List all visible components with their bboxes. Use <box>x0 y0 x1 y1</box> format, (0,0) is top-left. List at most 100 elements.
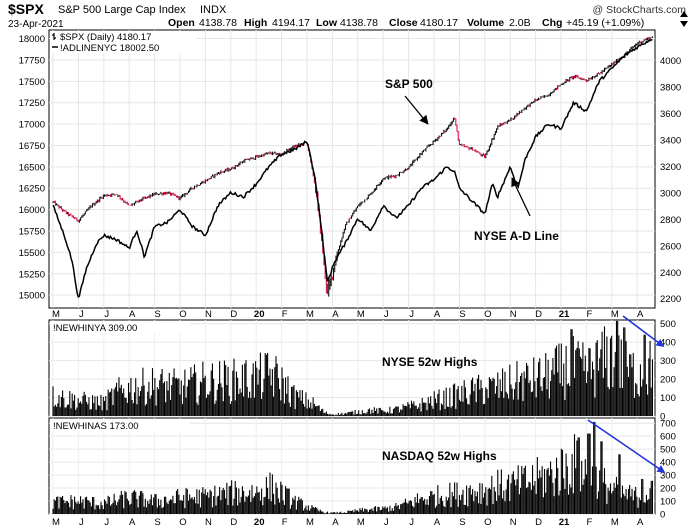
watermark: @ StockCharts.com <box>592 4 686 16</box>
spx-tick-label: 2400 <box>660 268 681 279</box>
annotations: S&P 500 NYSE A-D Line <box>385 77 666 473</box>
adline-tick-label: 17750 <box>19 55 45 66</box>
month-tick-label: M <box>52 517 60 528</box>
month-tick-label: F <box>282 309 288 320</box>
month-tick-label: A <box>434 517 441 528</box>
spx-tick-label: 3800 <box>660 82 681 93</box>
scroll-down-icon[interactable] <box>680 21 688 27</box>
quote-date: 23-Apr-2021 <box>8 19 64 30</box>
month-tick-label: D <box>230 517 237 528</box>
price-legend: $SPX (Daily) 4180.17 !ADLINENYC 18002.50 <box>50 31 196 54</box>
adline-legend-label: !ADLINENYC 18002.50 <box>60 43 159 54</box>
nasdaq-panel-title: NASDAQ 52w Highs <box>382 449 497 463</box>
adline-series <box>52 39 653 298</box>
month-tick-label: J <box>384 309 389 320</box>
month-tick-label: F <box>586 517 592 528</box>
month-tick-label: J <box>104 517 109 528</box>
month-tick-label: M <box>52 309 60 320</box>
nyse-tick-label: 500 <box>660 319 676 330</box>
nasdaq-axis: 700 600 500 400 300 200 100 0 <box>660 419 676 521</box>
adline-path <box>52 39 653 298</box>
nasdaq-tick-label: 400 <box>660 458 676 469</box>
close-label: Close <box>389 17 418 29</box>
spx-tick-label: 3400 <box>660 135 681 146</box>
month-tick-label: 20 <box>254 517 265 528</box>
adline-tick-label: 15750 <box>19 227 45 238</box>
month-tick-label: J <box>384 517 389 528</box>
nasdaq-tick-label: 600 <box>660 432 676 443</box>
nyse-tick-label: 200 <box>660 375 676 386</box>
month-tick-label: S <box>459 309 465 320</box>
adline-tick-label: 16750 <box>19 141 45 152</box>
month-tick-label: M <box>306 517 314 528</box>
adline-tick-label: 17500 <box>19 77 45 88</box>
month-tick-label: J <box>79 517 84 528</box>
symbol-title: $SPX <box>8 1 44 17</box>
volume-value: 2.0B <box>509 17 531 29</box>
high-value: 4194.17 <box>272 17 310 29</box>
month-tick-label: A <box>637 309 644 320</box>
index-name: S&P 500 Large Cap Index <box>58 4 186 16</box>
volume-label: Volume <box>467 17 504 29</box>
chg-value: +45.19 (+1.09%) <box>566 17 644 29</box>
spx-tick-label: 2800 <box>660 215 681 226</box>
adline-tick-label: 16250 <box>19 184 45 195</box>
month-tick-label: A <box>434 309 441 320</box>
high-label: High <box>244 17 267 29</box>
month-tick-label: M <box>357 309 365 320</box>
spx-tick-label: 2200 <box>660 294 681 305</box>
spx-tick-label: 2600 <box>660 241 681 252</box>
month-tick-label: N <box>205 309 212 320</box>
nasdaq-tick-label: 200 <box>660 484 676 495</box>
price-panel <box>48 29 656 309</box>
month-tick-label: O <box>179 309 186 320</box>
month-tick-label: D <box>535 517 542 528</box>
adline-axis: 18000 17750 17500 17250 17000 16750 16500 16250… <box>19 34 45 302</box>
month-tick-label: D <box>535 309 542 320</box>
spx-tick-label: 4000 <box>660 56 681 67</box>
nasdaq-tick-label: 700 <box>660 419 676 430</box>
nyse-panel-title: NYSE 52w Highs <box>382 355 478 369</box>
close-value: 4180.17 <box>420 17 458 29</box>
chg-label: Chg <box>542 17 562 29</box>
bottom-month-axis: M J J A S O N D 20 F M A M J J A S O N D 21 F M A <box>52 517 644 528</box>
adline-annotation-arrow <box>511 177 531 217</box>
spx-tick-label: 3000 <box>660 188 681 199</box>
month-tick-label: J <box>79 309 84 320</box>
month-tick-label: J <box>409 309 414 320</box>
nasdaq-tick-label: 100 <box>660 497 676 508</box>
nasdaq-legend: !NEWHINAS 173.00 <box>50 419 190 432</box>
month-tick-label: 21 <box>559 309 570 320</box>
month-tick-label: F <box>586 309 592 320</box>
month-tick-label: A <box>332 517 339 528</box>
nyse-axis: 500 400 300 200 100 0 <box>660 319 676 422</box>
nasdaq-tick-label: 0 <box>660 510 665 521</box>
low-value: 4138.78 <box>340 17 378 29</box>
month-tick-label: 20 <box>254 309 265 320</box>
open-label: Open <box>168 17 195 29</box>
adline-tick-label: 15500 <box>19 248 45 259</box>
nasdaq-tick-label: 300 <box>660 471 676 482</box>
scroll-arrows[interactable] <box>680 11 688 27</box>
exchange-label: INDX <box>200 4 227 16</box>
month-tick-label: A <box>332 309 339 320</box>
price-month-axis: M J J A S O N D 20 F M A M J J A S O N D 21 F M A <box>52 309 644 320</box>
spx-annotation-arrow <box>404 95 429 125</box>
scroll-up-icon[interactable] <box>680 11 688 17</box>
month-tick-label: S <box>459 517 465 528</box>
nyse-tick-label: 300 <box>660 356 676 367</box>
month-tick-label: A <box>129 309 136 320</box>
month-tick-label: J <box>409 517 414 528</box>
nasdaq-trend-arrow <box>587 419 666 473</box>
open-value: 4138.78 <box>199 17 237 29</box>
adline-tick-label: 15250 <box>19 269 45 280</box>
adline-annotation: NYSE A-D Line <box>474 229 559 243</box>
nasdaq-legend-label: !NEWHINAS 173.00 <box>53 421 139 432</box>
nasdaq-tick-label: 500 <box>660 445 676 456</box>
nyse-legend-label: !NEWHINYA 309.00 <box>53 323 137 334</box>
spx-annotation: S&P 500 <box>385 77 433 91</box>
spx-legend-icon <box>52 33 56 40</box>
nyse-trend-arrow <box>622 315 665 347</box>
month-tick-label: O <box>179 517 186 528</box>
